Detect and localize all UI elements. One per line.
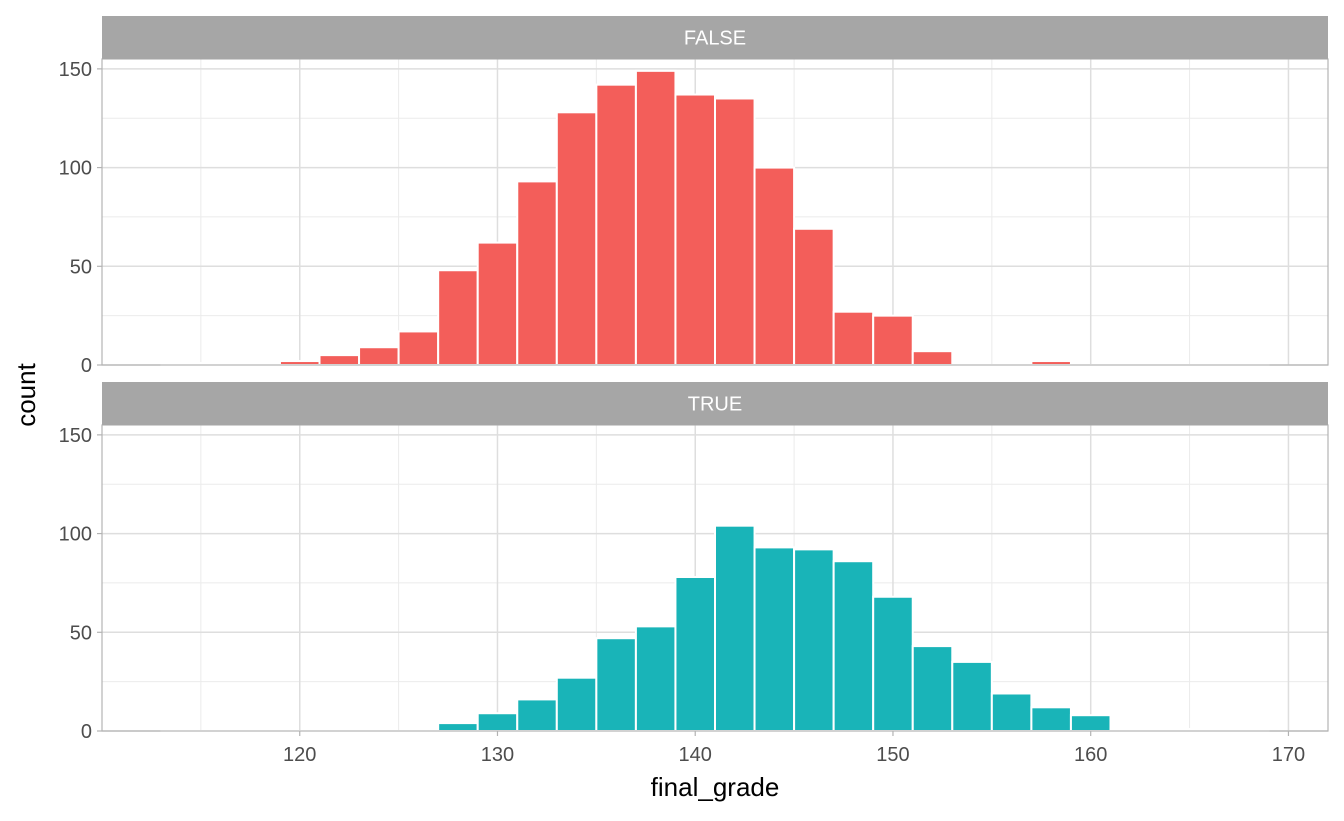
histogram-bar [913,351,953,365]
x-axis-tick-label: 120 [283,744,316,766]
histogram-bar [675,577,715,731]
histogram-bar [794,549,834,731]
y-axis-tick-label: 50 [70,256,92,278]
histogram-bar [913,646,953,731]
histogram-bar [834,561,874,731]
x-axis-tick-label: 160 [1074,744,1107,766]
histogram-bar [517,699,557,731]
histogram-bar [755,168,795,365]
y-axis-tick-label: 0 [81,355,92,377]
facet-panel-true: TRUE 0 50 100 150 120 130 140 150 160 170 [59,382,1328,766]
histogram-bar [1071,715,1111,731]
histogram-bar [320,355,360,365]
x-axis-tick-label: 150 [876,744,909,766]
facet-strip-label: TRUE [688,394,742,416]
y-axis-title: count [11,362,41,426]
histogram-bar [715,98,755,365]
histogram-bar [596,638,636,731]
histogram-bar [675,95,715,365]
y-axis-tick-label: 150 [59,59,92,81]
histogram-bar [438,723,478,731]
x-axis-tick-label: 170 [1272,744,1305,766]
x-axis-title: final_grade [651,772,780,802]
histogram-bar [478,243,518,365]
histogram-bar [399,331,439,365]
y-axis-tick-label: 100 [59,524,92,546]
histogram-bar [557,112,597,365]
histogram-bar [359,347,399,365]
histogram-bar [834,312,874,365]
histogram-bar [557,678,597,731]
histogram-bar [596,85,636,365]
histogram-bar [438,270,478,365]
histogram-bar [992,693,1032,731]
histogram-bar [873,597,913,731]
x-axis-tick-label: 130 [481,744,514,766]
histogram-bar [636,71,676,365]
histogram-bar [873,316,913,365]
y-axis-tick-label: 100 [59,158,92,180]
y-axis-tick-label: 50 [70,622,92,644]
histogram-bar [478,713,518,731]
histogram-bar [517,181,557,365]
facet-panel-false: FALSE 0 50 100 150 [59,16,1328,377]
histogram-bar [1031,707,1071,731]
histogram-bar [636,626,676,731]
x-axis-tick-label: 140 [679,744,712,766]
histogram-bar [794,229,834,365]
histogram-bar [715,526,755,731]
y-axis-tick-label: 150 [59,425,92,447]
histogram-bar [952,662,992,731]
histogram-bar [755,547,795,731]
facet-strip-label: FALSE [684,28,746,50]
y-axis-tick-label: 0 [81,721,92,743]
